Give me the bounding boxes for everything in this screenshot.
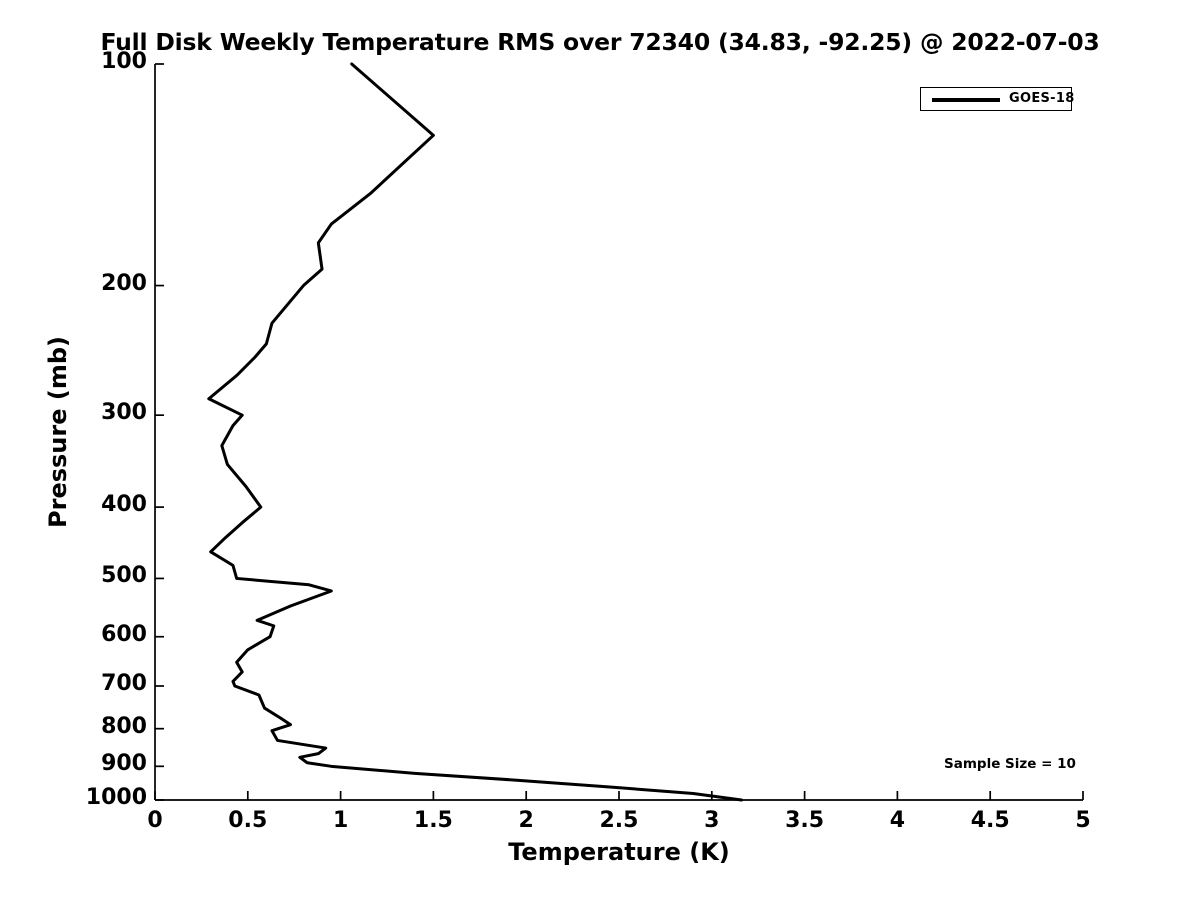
y-tick-label: 900 xyxy=(101,751,147,777)
legend-label-goes-18: GOES-18 xyxy=(1009,91,1075,106)
x-tick-label: 1.5 xyxy=(413,808,453,833)
sample-size-annotation: Sample Size = 10 xyxy=(944,756,1076,772)
x-tick-label: 3.5 xyxy=(785,808,825,833)
x-axis-label: Temperature (K) xyxy=(508,838,730,866)
data-series-group xyxy=(207,62,743,802)
x-tick-label: 5 xyxy=(1075,808,1091,833)
y-tick-label: 800 xyxy=(101,713,147,739)
chart-title: Full Disk Weekly Temperature RMS over 72… xyxy=(100,28,1100,56)
x-tick-label: 2.5 xyxy=(599,808,639,833)
x-tick-label: 4 xyxy=(889,808,906,833)
y-tick-label: 600 xyxy=(101,621,147,647)
x-tick-label: 1 xyxy=(332,808,349,833)
y-tick-label: 1000 xyxy=(85,785,147,810)
y-tick-label: 400 xyxy=(101,492,147,518)
data-line-goes-18 xyxy=(207,62,743,802)
y-tick-label: 200 xyxy=(101,270,147,296)
legend[interactable]: GOES-18 xyxy=(920,87,1075,111)
y-tick-label: 500 xyxy=(101,563,147,589)
y-axis-label: Pressure (mb) xyxy=(44,336,72,528)
x-tick-label: 0 xyxy=(147,808,163,833)
y-tick-label: 100 xyxy=(101,49,147,74)
x-tick-label: 2 xyxy=(518,808,534,833)
y-tick-label: 300 xyxy=(101,400,147,426)
y-tick-label: 700 xyxy=(101,670,147,696)
axis-group xyxy=(154,63,1084,801)
x-tick-label: 3 xyxy=(704,808,720,833)
x-tick-label: 4.5 xyxy=(970,808,1010,833)
legend-line-swatch-goes-18 xyxy=(932,98,1000,102)
x-tick-label: 0.5 xyxy=(228,808,268,833)
